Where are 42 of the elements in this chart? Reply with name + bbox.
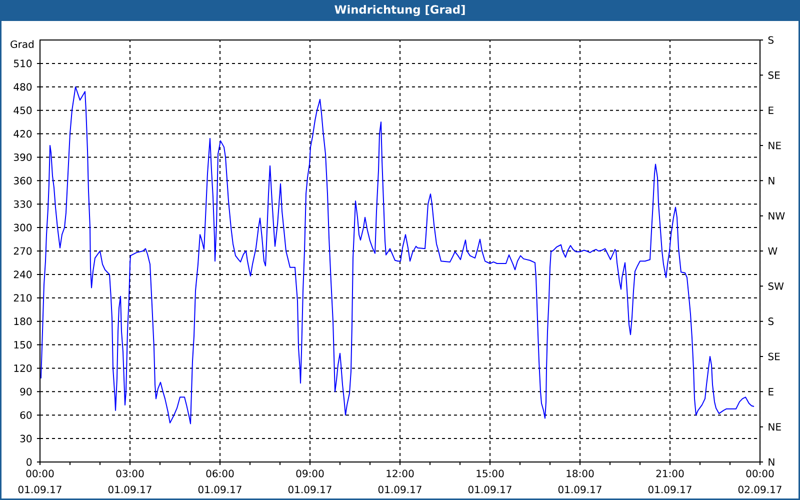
category-label: NE <box>768 423 781 430</box>
category-label: N <box>768 458 774 466</box>
y-tick-label: 360 <box>14 176 32 184</box>
x-tick-label: 00:00 02.09.17 <box>738 470 782 494</box>
y-axis-title: Grad <box>10 40 34 48</box>
x-tick-label: 09:00 01.09.17 <box>288 470 332 494</box>
category-label: N <box>768 177 774 184</box>
y-tick-label: 480 <box>14 83 32 91</box>
x-tick-label: 00:00 01.09.17 <box>18 470 62 494</box>
y-tick-label: 210 <box>14 294 32 302</box>
y-tick-label: 180 <box>14 318 32 326</box>
x-tick-label: 03:00 01.09.17 <box>108 470 152 494</box>
y-tick-label: 240 <box>14 270 32 278</box>
y-tick-label: 120 <box>14 364 32 372</box>
category-label: SE <box>768 352 780 360</box>
y-tick-label: 450 <box>14 106 32 114</box>
x-tick-label: 15:00 01.09.17 <box>468 470 512 494</box>
x-tick-label: 06:00 01.09.17 <box>198 470 242 494</box>
category-label: S <box>768 318 774 326</box>
y-tick-label: 30 <box>20 434 32 442</box>
y-tick-label: 0 <box>26 458 32 466</box>
x-tick-label: 21:00 01.09.17 <box>648 470 692 494</box>
y-tick-label: 270 <box>14 247 32 255</box>
x-tick-label: 12:00 01.09.17 <box>378 470 422 494</box>
y-tick-label: 90 <box>20 388 32 396</box>
chart-title: Windrichtung [Grad] <box>334 4 465 16</box>
category-label: SW <box>768 282 784 290</box>
y-tick-label: 420 <box>14 130 32 138</box>
x-tick-label: 18:00 01.09.17 <box>558 470 602 494</box>
category-label: E <box>768 106 774 114</box>
category-label: NW <box>768 212 785 220</box>
category-label: SE <box>768 71 780 79</box>
category-label: W <box>768 247 778 255</box>
category-label: S <box>768 36 774 44</box>
y-tick-label: 150 <box>14 340 32 349</box>
y-tick-label: 300 <box>14 224 32 232</box>
y-tick-label: 390 <box>14 153 32 162</box>
category-label: NE <box>768 142 781 150</box>
y-tick-label: 330 <box>14 200 32 208</box>
category-label: E <box>768 388 774 396</box>
y-tick-label: 60 <box>20 411 32 419</box>
y-tick-label: 510 <box>14 60 32 68</box>
